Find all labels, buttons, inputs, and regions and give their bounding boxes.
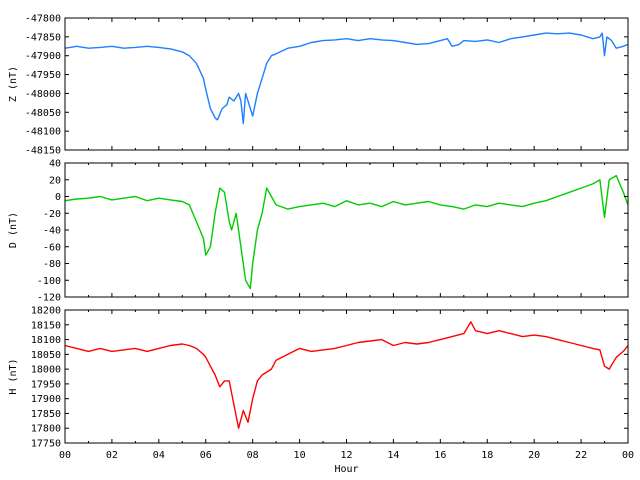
y-tick-label-1-5: -20: [43, 209, 61, 220]
y-tick-label-1-1: -100: [37, 276, 61, 287]
x-tick-label-1: 02: [106, 450, 118, 461]
series-line-1: [64, 174, 629, 290]
x-tick-label-5: 10: [294, 450, 306, 461]
y-tick-label-2-4: 17950: [31, 379, 61, 390]
plot-frame-1: [64, 162, 629, 298]
y-tick-label-1-7: 20: [49, 175, 61, 186]
y-tick-label-1-2: -80: [43, 259, 61, 270]
y-tick-label-0-6: -47850: [25, 32, 61, 43]
y-tick-label-1-8: 40: [49, 159, 61, 170]
y-tick-label-2-0: 17750: [31, 439, 61, 450]
y-axis-label-1: D (nT): [8, 212, 19, 248]
y-tick-label-2-2: 17850: [31, 409, 61, 420]
y-tick-label-2-5: 18000: [31, 365, 61, 376]
y-tick-label-1-4: -40: [43, 226, 61, 237]
y-axis-label-2: H (nT): [8, 358, 19, 394]
x-tick-label-7: 14: [387, 450, 399, 461]
y-tick-label-0-5: -47900: [25, 51, 61, 62]
series-line-2: [64, 321, 629, 429]
y-axis-label-0: Z (nT): [8, 66, 19, 102]
x-tick-label-6: 12: [340, 450, 352, 461]
y-tick-label-2-9: 18200: [31, 306, 61, 317]
x-tick-label-4: 08: [247, 450, 259, 461]
y-tick-label-1-3: -60: [43, 242, 61, 253]
y-tick-label-2-6: 18050: [31, 350, 61, 361]
y-tick-label-0-0: -48150: [25, 146, 61, 157]
x-tick-label-3: 06: [200, 450, 212, 461]
y-tick-label-2-1: 17800: [31, 424, 61, 435]
plot-frame-0: [64, 17, 629, 151]
x-tick-label-8: 16: [434, 450, 446, 461]
y-tick-label-2-8: 18150: [31, 320, 61, 331]
y-tick-label-0-3: -48000: [25, 89, 61, 100]
y-tick-label-2-3: 17900: [31, 394, 61, 405]
x-axis-label: Hour: [334, 464, 358, 475]
y-tick-label-0-2: -48050: [25, 108, 61, 119]
x-tick-label-9: 18: [481, 450, 493, 461]
x-tick-label-11: 22: [575, 450, 587, 461]
x-tick-label-2: 04: [153, 450, 165, 461]
y-tick-label-2-7: 18100: [31, 335, 61, 346]
series-line-0: [64, 32, 629, 125]
plot-frame-2: [64, 309, 629, 444]
y-tick-label-0-1: -48100: [25, 127, 61, 138]
y-tick-label-1-6: 0: [55, 192, 61, 203]
x-tick-label-0: 00: [59, 450, 71, 461]
y-tick-label-1-0: -120: [37, 293, 61, 304]
y-tick-label-0-7: -47800: [25, 14, 61, 25]
y-tick-label-0-4: -47950: [25, 70, 61, 81]
x-tick-label-10: 20: [528, 450, 540, 461]
x-tick-label-12: 00: [622, 450, 634, 461]
